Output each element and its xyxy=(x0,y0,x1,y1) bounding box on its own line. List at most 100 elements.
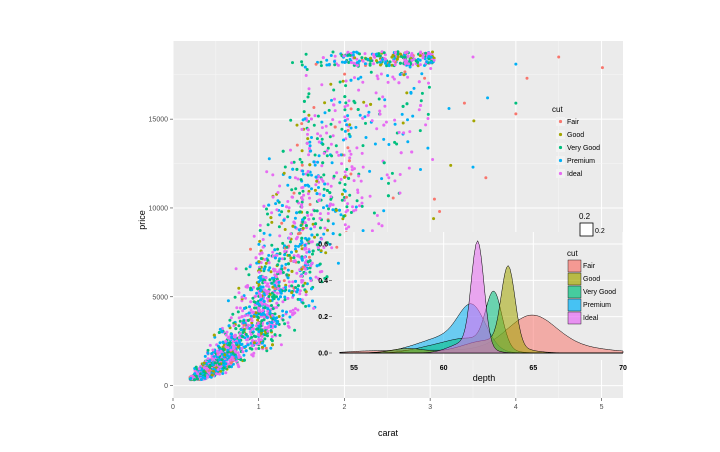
scatter-point xyxy=(272,269,276,273)
scatter-point xyxy=(249,308,253,312)
scatter-point xyxy=(307,153,311,157)
scatter-point xyxy=(261,285,265,289)
scatter-point xyxy=(211,369,215,373)
scatter-point xyxy=(358,204,361,208)
scatter-point xyxy=(328,202,332,206)
density-legend-key xyxy=(567,259,582,273)
scatter-point xyxy=(384,61,387,65)
scatter-point xyxy=(393,122,397,126)
scatter-point xyxy=(331,134,335,138)
scatter-point xyxy=(260,319,264,323)
scatter-point xyxy=(261,238,265,241)
scatter-point xyxy=(352,209,356,213)
scatter-point xyxy=(244,345,248,348)
scatter-point xyxy=(249,247,252,251)
scatter-point xyxy=(270,320,273,324)
density-legend-title: cut xyxy=(567,249,578,258)
scatter-point xyxy=(318,262,322,266)
scatter-point xyxy=(240,346,244,350)
scatter-point xyxy=(266,223,270,227)
scatter-point xyxy=(407,62,410,66)
scatter-point xyxy=(212,355,216,358)
scatter-point xyxy=(234,341,238,345)
scatter-point xyxy=(377,52,381,56)
scatter-point xyxy=(310,233,314,237)
scatter-legend-dot xyxy=(558,119,563,124)
scatter-point xyxy=(255,301,259,305)
scatter-point xyxy=(306,137,310,141)
scatter-point xyxy=(330,246,334,250)
scatter-point xyxy=(236,310,240,314)
scatter-point xyxy=(348,193,352,197)
scatter-point xyxy=(409,91,413,94)
scatter-x-tick-label: 0 xyxy=(171,404,175,411)
scatter-point xyxy=(403,55,407,59)
scatter-point xyxy=(261,345,264,349)
scatter-point xyxy=(259,298,263,302)
scatter-point xyxy=(227,365,231,369)
scatter-point xyxy=(330,154,334,158)
scatter-point xyxy=(267,203,271,207)
scatter-legend-dot xyxy=(558,158,563,163)
scatter-point xyxy=(230,335,234,339)
scatter-point xyxy=(278,184,282,188)
scatter-point xyxy=(258,223,262,227)
scatter-point xyxy=(293,176,297,180)
scatter-point xyxy=(247,311,251,315)
scatter-point xyxy=(347,225,351,229)
scatter-point xyxy=(318,192,322,196)
scatter-point-outlier xyxy=(484,176,488,180)
scatter-point xyxy=(410,58,414,62)
scatter-point xyxy=(344,101,348,105)
scatter-point xyxy=(322,151,326,155)
scatter-point xyxy=(308,203,312,206)
scatter-point-outlier xyxy=(429,60,433,64)
scatter-point xyxy=(340,192,344,196)
scatter-point xyxy=(346,146,350,150)
density-legend-label: Premium xyxy=(583,302,611,309)
scatter-point xyxy=(346,117,350,121)
scatter-point xyxy=(324,251,328,255)
scatter-point xyxy=(283,295,287,299)
scatter-point xyxy=(330,161,334,165)
scatter-x-tick-label: 1 xyxy=(257,404,261,411)
scatter-point xyxy=(291,293,295,297)
scatter-point xyxy=(267,285,271,289)
scatter-point xyxy=(293,216,297,220)
scatter-point xyxy=(407,166,411,170)
scatter-point xyxy=(230,355,234,359)
scatter-point xyxy=(300,163,304,167)
scatter-point xyxy=(300,63,304,67)
scatter-point xyxy=(393,63,397,67)
scatter-point xyxy=(231,312,235,316)
scatter-point xyxy=(217,362,221,366)
scatter-point xyxy=(370,229,374,233)
scatter-point xyxy=(424,123,428,127)
scatter-point xyxy=(275,270,279,274)
scatter-point xyxy=(304,74,308,77)
scatter-point xyxy=(322,232,326,236)
scatter-point xyxy=(382,137,386,141)
scatter-point xyxy=(387,181,390,185)
scatter-point xyxy=(270,335,274,339)
scatter-point xyxy=(363,52,367,56)
scatter-point xyxy=(250,344,254,348)
scatter-point xyxy=(261,275,265,279)
scatter-point xyxy=(203,354,207,358)
scatter-point xyxy=(336,261,340,265)
scatter-point xyxy=(289,259,293,263)
scatter-point xyxy=(208,368,212,372)
scatter-point xyxy=(262,267,266,271)
scatter-point xyxy=(297,228,301,232)
scatter-point xyxy=(270,291,274,295)
scatter-points xyxy=(188,50,604,382)
scatter-point xyxy=(420,91,424,95)
scatter-point xyxy=(227,355,231,359)
scatter-point xyxy=(368,194,372,198)
scatter-point xyxy=(259,295,263,299)
scatter-point-outlier xyxy=(514,62,518,66)
scatter-point xyxy=(227,335,231,339)
scatter-point xyxy=(400,112,404,116)
scatter-point xyxy=(300,196,304,200)
scatter-point xyxy=(386,80,390,84)
